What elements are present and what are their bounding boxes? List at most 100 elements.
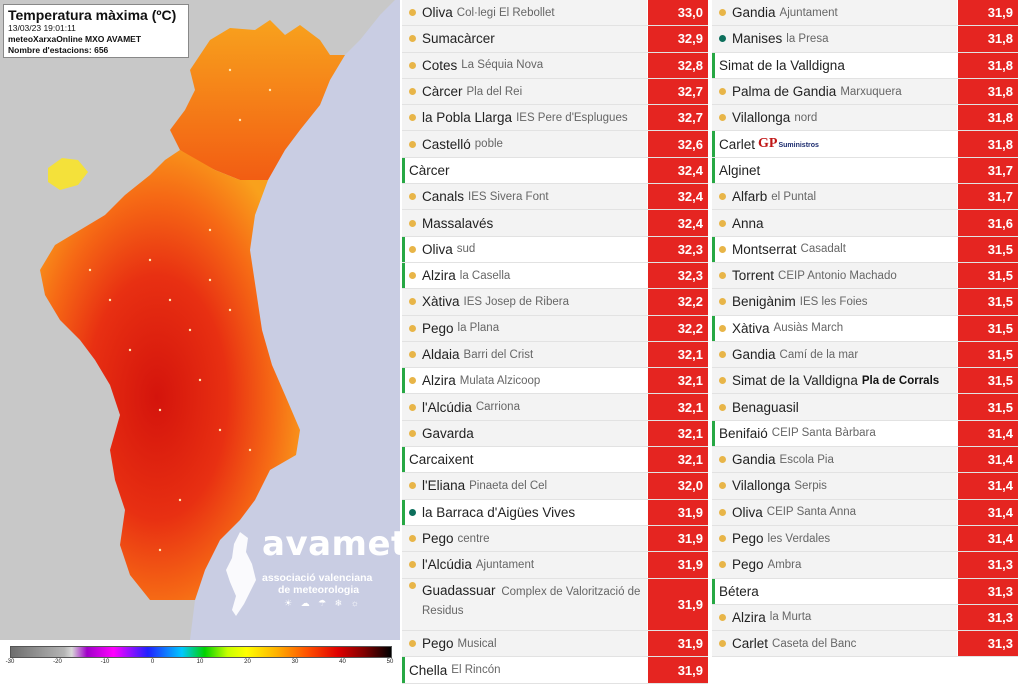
ranking-row[interactable]: Gandia Escola Pia 31,4	[712, 447, 1018, 474]
ranking-row[interactable]: Gandia Camí de la mar 31,5	[712, 341, 1018, 369]
ranking-row[interactable]: Torrent CEIP Antonio Machado 31,5	[712, 262, 1018, 290]
ranking-row[interactable]: Aldaia Barri del Crist 32,1	[402, 341, 708, 369]
ranking-row[interactable]: l'Alcúdia Ajuntament 31,9	[402, 552, 708, 579]
station-name: la Barraca d'Aigües Vives	[422, 504, 576, 520]
ranking-row[interactable]: Pego Musical 31,9	[402, 631, 708, 658]
status-dot-icon	[719, 351, 726, 358]
status-dot-icon	[719, 403, 726, 411]
ranking-row[interactable]: Anna 31,6	[712, 210, 1018, 237]
station-place: la Presa	[786, 32, 829, 45]
ranking-row[interactable]: Alginet 31,7	[712, 157, 1018, 185]
ranking-row[interactable]: Massalavés 32,4	[402, 210, 708, 237]
temperature-value: 32,7	[647, 78, 708, 105]
status-dot-icon	[409, 482, 416, 490]
temperature-value: 32,3	[647, 236, 708, 262]
status-dot-icon	[409, 351, 416, 358]
station-cell: Simat de la Valldigna Pla de Corrals	[712, 368, 957, 394]
ranking-row[interactable]: Xàtiva Ausiàs March 31,5	[712, 315, 1018, 342]
station-name: l'Alcúdia	[422, 399, 472, 415]
status-dot-icon	[409, 193, 416, 201]
ranking-row[interactable]: Simat de la Valldigna Pla de Corrals 31,5	[712, 368, 1018, 395]
ranking-row[interactable]: Benigànim IES les Foies 31,5	[712, 289, 1018, 316]
station-name: Càrcer	[409, 162, 450, 178]
station-cell: Xàtiva Ausiàs March	[712, 315, 957, 341]
temperature-map[interactable]: Temperatura màxima (ºC) 13/03/23 19:01:1…	[0, 0, 407, 681]
ranking-row[interactable]: Gavarda 32,1	[402, 420, 708, 448]
ranking-row[interactable]: Castelló poble 32,6	[402, 131, 708, 158]
ranking-row[interactable]: Oliva CEIP Santa Anna 31,4	[712, 499, 1018, 526]
ranking-row[interactable]: Alzira la Murta 31,3	[712, 604, 1018, 632]
station-cell: Carlet GP Suministros	[712, 131, 957, 157]
ranking-row[interactable]: Palma de Gandia Marxuquera 31,8	[712, 78, 1018, 106]
station-name: Alginet	[719, 162, 761, 178]
temperature-value: 31,5	[957, 368, 1018, 394]
station-name: Pego	[422, 636, 454, 652]
ranking-row[interactable]: Benaguasil 31,5	[712, 394, 1018, 421]
ranking-row[interactable]: Benifaió CEIP Santa Bàrbara 31,4	[712, 420, 1018, 448]
station-name: Sumacàrcer	[422, 31, 495, 47]
ranking-row[interactable]: l'Eliana Pinaeta del Cel 32,0	[402, 473, 708, 500]
station-name: Torrent	[732, 268, 775, 284]
ranking-row[interactable]: Carlet Caseta del Banc 31,3	[712, 631, 1018, 658]
ranking-row[interactable]: Pego Ambra 31,3	[712, 552, 1018, 579]
station-cell: Vilallonga nord	[712, 105, 957, 131]
ranking-row[interactable]: Pego la Plana 32,2	[402, 315, 708, 342]
station-name: l'Alcúdia	[422, 557, 472, 573]
ranking-row[interactable]: Oliva sud 32,3	[402, 236, 708, 263]
station-name: Pego	[422, 531, 454, 547]
ranking-row[interactable]: Alfarb el Puntal 31,7	[712, 184, 1018, 211]
ranking-row[interactable]: Pego les Verdales 31,4	[712, 525, 1018, 553]
status-dot-green-icon	[409, 508, 416, 516]
ranking-row[interactable]: la Barraca d'Aigües Vives 31,9	[402, 499, 708, 526]
ranking-row[interactable]: Alzira la Casella 32,3	[402, 262, 708, 290]
station-place: Ausiàs March	[773, 322, 844, 335]
ranking-row[interactable]: Manises la Presa 31,8	[712, 26, 1018, 53]
ranking-row[interactable]: l'Alcúdia Carriona 32,1	[402, 394, 708, 421]
ranking-row[interactable]: Guadassuar Complex de Valorització de Re…	[402, 578, 708, 632]
ranking-row[interactable]: Canals IES Sivera Font 32,4	[402, 184, 708, 211]
ranking-row[interactable]: Montserrat Casadalt 31,5	[712, 236, 1018, 263]
temperature-value: 31,3	[957, 631, 1018, 657]
station-place: Ajuntament	[779, 6, 838, 19]
status-dot-icon	[409, 324, 416, 332]
status-dot-icon	[719, 193, 726, 201]
ranking-row[interactable]: Carlet GP Suministros 31,8	[712, 131, 1018, 158]
ranking-row[interactable]: Cotes La Séquia Nova 32,8	[402, 52, 708, 79]
status-dot-icon	[719, 114, 726, 122]
station-cell: Càrcer	[402, 157, 647, 184]
ranking-row[interactable]: Gandia Ajuntament 31,9	[712, 0, 1018, 27]
ranking-row[interactable]: Alzira Mulata Alzicoop 32,1	[402, 368, 708, 395]
ranking-row[interactable]: Carcaixent 32,1	[402, 447, 708, 474]
map-source: meteoXarxaOnline MXO AVAMET	[8, 34, 142, 44]
status-dot-icon	[409, 581, 416, 589]
station-cell: Montserrat Casadalt	[712, 236, 957, 262]
station-cell: Vilallonga Serpis	[712, 473, 957, 499]
ranking-row[interactable]: Càrcer Pla del Rei 32,7	[402, 78, 708, 106]
status-dot-icon	[719, 508, 726, 516]
ranking-row[interactable]: la Pobla Llarga IES Pere d'Esplugues 32,7	[402, 105, 708, 132]
ranking-row[interactable]: Vilallonga nord 31,8	[712, 105, 1018, 132]
ranking-row[interactable]: Vilallonga Serpis 31,4	[712, 473, 1018, 500]
ranking-row[interactable]: Oliva Col·legi El Rebollet 33,0	[402, 0, 708, 27]
station-name: Xàtiva	[732, 320, 770, 336]
colorbar-tick: -20	[53, 659, 62, 665]
station-name: Palma de Gandia	[732, 84, 837, 100]
ranking-row[interactable]: Chella El Rincón 31,9	[402, 657, 708, 684]
status-dot-icon	[409, 535, 416, 543]
ranking-row[interactable]: Simat de la Valldigna 31,8	[712, 52, 1018, 79]
station-place: el Puntal	[771, 190, 817, 203]
ranking-row[interactable]: Sumacàrcer 32,9	[402, 26, 708, 53]
station-name: Oliva	[422, 5, 453, 21]
station-cell: Oliva CEIP Santa Anna	[712, 499, 957, 525]
ranking-row[interactable]: Càrcer 32,4	[402, 157, 708, 185]
ranking-row[interactable]: Pego centre 31,9	[402, 525, 708, 553]
colorbar-tick: -30	[5, 659, 15, 665]
station-place: Caseta del Banc	[772, 637, 857, 650]
ranking-row[interactable]: Bétera 31,3	[712, 578, 1018, 605]
map-canvas[interactable]	[0, 0, 400, 640]
status-dot-icon	[409, 245, 416, 253]
status-dot-green-icon	[719, 35, 726, 43]
station-name: Vilallonga	[732, 478, 791, 494]
ranking-row[interactable]: Xàtiva IES Josep de Ribera 32,2	[402, 289, 708, 316]
sponsor-mark: GP	[758, 136, 778, 152]
